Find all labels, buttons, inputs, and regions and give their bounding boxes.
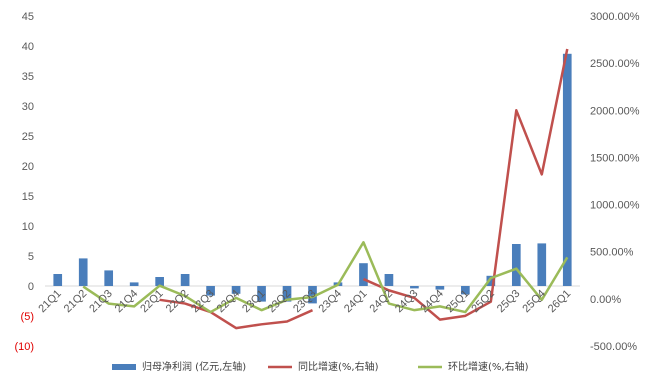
- right-tick-label: 1500.00%: [590, 152, 640, 164]
- left-tick-label: 30: [22, 101, 34, 113]
- left-tick-label: 25: [22, 131, 34, 143]
- x-tick-label: 24Q1: [342, 288, 370, 316]
- bar: [486, 275, 496, 286]
- series-line: [362, 48, 569, 321]
- x-tick-label: 25Q4: [520, 288, 548, 316]
- bar: [206, 286, 215, 296]
- bar: [231, 286, 241, 294]
- bar: [257, 286, 266, 302]
- left-tick-label: 5: [28, 251, 34, 263]
- bar: [282, 286, 292, 302]
- right-tick-label: 0.00%: [590, 294, 621, 306]
- left-tick-label: 10: [22, 221, 34, 233]
- x-tick-label: 21Q4: [113, 288, 141, 316]
- right-tick-label: 2000.00%: [590, 105, 640, 117]
- bar: [461, 286, 470, 295]
- x-tick-label: 21Q2: [62, 288, 90, 316]
- bar: [78, 258, 88, 286]
- legend-label: 归母净利润 (亿元,左轴): [142, 360, 246, 373]
- x-tick-label: 22Q2: [164, 288, 192, 316]
- left-tick-label: (5): [21, 311, 34, 323]
- bar: [129, 282, 139, 286]
- bar: [537, 243, 547, 286]
- left-tick-label: 45: [22, 11, 34, 23]
- left-tick-label: (10): [14, 341, 34, 353]
- bar: [435, 286, 445, 290]
- right-tick-label: 1000.00%: [590, 200, 640, 212]
- bar: [104, 270, 114, 286]
- right-tick-label: 2500.00%: [590, 58, 640, 70]
- right-axis-ticks: -500.00% 0.00% 500.00% 1000.00% 1500.00% 2000…: [590, 11, 640, 353]
- legend: 归母净利润 (亿元,左轴) 同比增速(%,右轴) 环比增速(%,右轴): [112, 360, 529, 373]
- bar: [308, 286, 317, 304]
- right-tick-label: 3000.00%: [590, 11, 640, 23]
- left-tick-label: 0: [28, 281, 34, 293]
- right-tick-label: 500.00%: [590, 247, 634, 259]
- right-tick-label: -500.00%: [590, 341, 637, 353]
- left-tick-label: 40: [22, 41, 34, 53]
- x-tick-label: 22Q1: [138, 288, 166, 316]
- legend-label: 环比增速(%,右轴): [448, 360, 529, 373]
- x-tick-label: 26Q1: [546, 288, 574, 316]
- bar: [155, 277, 164, 286]
- legend-swatch: [112, 364, 136, 370]
- left-tick-label: 35: [22, 71, 34, 83]
- x-tick-label: 25Q3: [495, 288, 523, 316]
- line-series: [82, 48, 569, 330]
- bar: [562, 53, 572, 286]
- series-line: [82, 241, 569, 314]
- bar: [384, 274, 394, 286]
- bar: [410, 286, 419, 289]
- x-tick-label: 21Q1: [36, 288, 64, 316]
- series-line: [159, 298, 314, 330]
- legend-label: 同比增速(%,右轴): [298, 360, 379, 373]
- left-tick-label: 20: [22, 161, 34, 173]
- x-tick-label: 24Q4: [418, 288, 446, 316]
- bar: [359, 263, 368, 286]
- left-axis-ticks: (10) (5) 0 5 10 15 20 25 30 35 40 45: [14, 11, 34, 353]
- bar: [180, 274, 190, 286]
- bar-series: [53, 53, 572, 304]
- bar: [511, 244, 521, 286]
- left-tick-label: 15: [22, 191, 34, 203]
- bar: [53, 274, 63, 286]
